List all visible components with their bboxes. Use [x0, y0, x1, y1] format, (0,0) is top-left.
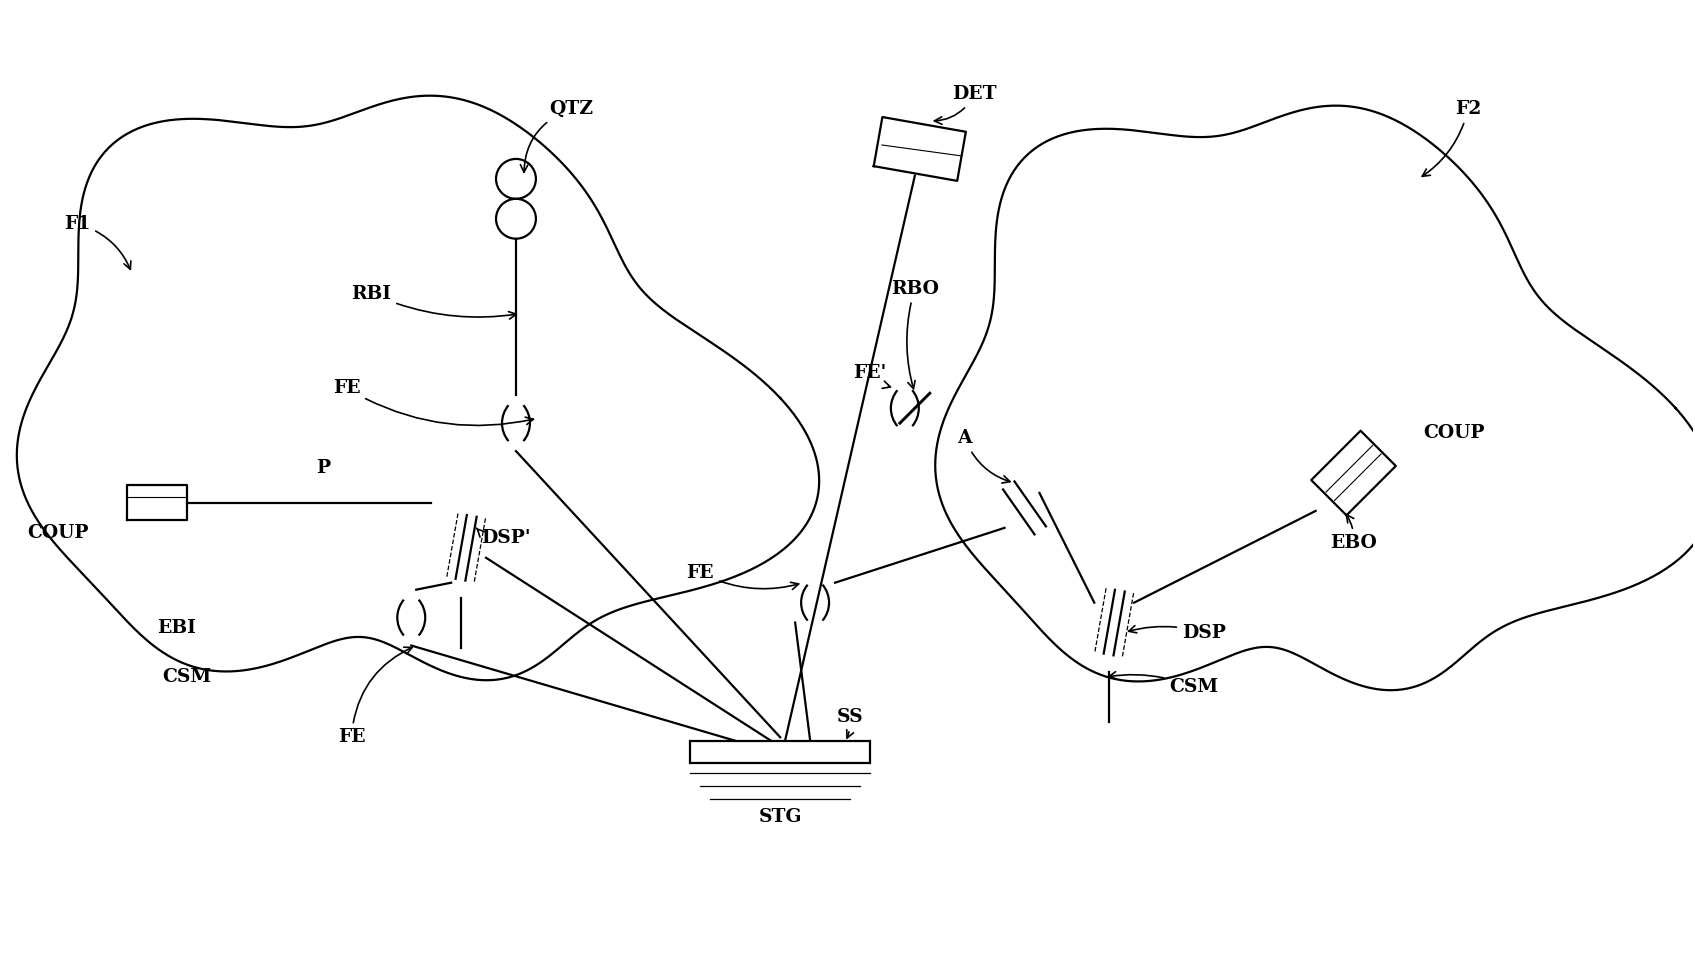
Text: DSP: DSP — [1129, 624, 1225, 642]
Text: F2: F2 — [1422, 100, 1481, 176]
Text: RBO: RBO — [892, 280, 939, 389]
Text: EBI: EBI — [158, 619, 197, 636]
Text: CSM: CSM — [1109, 672, 1219, 696]
Text: COUP: COUP — [27, 524, 88, 542]
Text: F1: F1 — [64, 215, 131, 269]
Text: EBO: EBO — [1331, 514, 1376, 552]
Text: FE: FE — [332, 379, 534, 425]
Bar — [690, 741, 870, 764]
Text: FE': FE' — [853, 364, 890, 388]
Text: SS: SS — [837, 708, 863, 738]
Text: CSM: CSM — [163, 669, 212, 687]
Text: STG: STG — [758, 808, 802, 826]
Text: DSP': DSP' — [476, 528, 531, 547]
Text: P: P — [317, 459, 331, 477]
Text: QTZ: QTZ — [520, 100, 593, 172]
Text: RBI: RBI — [351, 285, 517, 319]
Text: A: A — [958, 429, 1010, 483]
Text: DET: DET — [934, 85, 997, 125]
Text: FE: FE — [686, 563, 798, 589]
Text: FE: FE — [337, 648, 412, 746]
Text: COUP: COUP — [1424, 424, 1485, 443]
